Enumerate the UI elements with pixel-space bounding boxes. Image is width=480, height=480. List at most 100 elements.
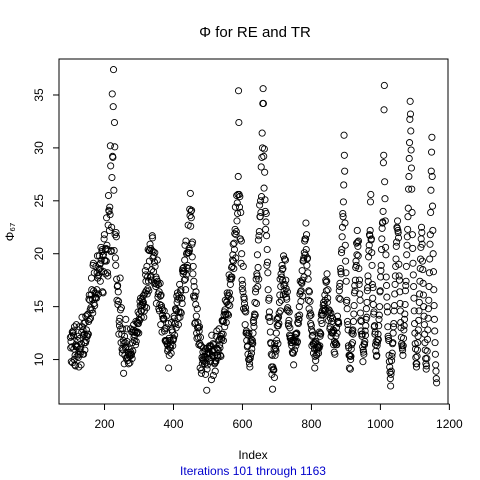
data-point (302, 219, 310, 227)
data-point (383, 293, 391, 301)
data-point (396, 299, 404, 308)
data-point (360, 350, 368, 358)
data-point (431, 327, 439, 335)
data-point (92, 290, 100, 298)
data-point (190, 277, 198, 285)
data-point (326, 314, 335, 322)
data-point (395, 276, 404, 284)
data-point (189, 270, 197, 278)
data-point (130, 336, 138, 345)
data-point (228, 273, 236, 281)
data-point (348, 339, 357, 347)
data-point (151, 262, 159, 270)
data-point (368, 261, 376, 269)
data-point (291, 346, 299, 354)
data-point (405, 185, 413, 193)
data-point (401, 287, 409, 295)
data-point (428, 133, 436, 141)
data-point (272, 329, 280, 337)
data-point (239, 288, 247, 296)
data-point (430, 286, 438, 294)
data-point (284, 307, 292, 315)
data-point (77, 344, 85, 352)
data-point (343, 305, 351, 313)
data-point (429, 250, 437, 258)
data-point (309, 331, 317, 339)
data-point (273, 336, 281, 345)
data-point (213, 327, 221, 335)
data-point (232, 254, 240, 262)
data-point (260, 152, 268, 160)
data-point (82, 336, 90, 345)
data-point (411, 320, 419, 328)
data-point (350, 302, 358, 310)
data-point (279, 264, 287, 273)
data-point (406, 110, 415, 118)
data-point (389, 323, 398, 331)
data-point (186, 212, 194, 220)
data-point (254, 263, 262, 272)
data-point (69, 327, 77, 335)
data-point (375, 311, 383, 319)
data-point (234, 209, 242, 218)
data-point (208, 331, 216, 339)
data-point (226, 280, 234, 288)
data-point (68, 343, 76, 351)
data-point (426, 255, 434, 263)
data-point (399, 334, 408, 342)
data-point (392, 242, 400, 250)
data-point (247, 349, 255, 357)
data-point (246, 360, 254, 368)
data-point (366, 198, 375, 206)
data-point (408, 231, 416, 239)
data-point (382, 251, 390, 259)
data-point (234, 172, 242, 181)
data-point (105, 207, 113, 215)
data-point (275, 320, 283, 328)
data-point (336, 295, 344, 303)
data-point (251, 311, 259, 319)
data-point (425, 296, 433, 304)
data-point (109, 103, 117, 111)
data-point (341, 219, 349, 227)
data-point (407, 164, 415, 172)
data-point (340, 151, 348, 159)
data-point (253, 251, 261, 259)
data-point (238, 250, 246, 258)
data-point (89, 309, 97, 317)
data-point (432, 375, 440, 383)
data-point (382, 243, 390, 251)
data-point (291, 338, 300, 346)
data-point (203, 365, 211, 373)
data-point (307, 311, 315, 319)
data-point (250, 318, 258, 327)
data-point (336, 282, 344, 291)
data-point (298, 279, 306, 287)
data-point (342, 277, 350, 285)
data-point (323, 298, 331, 306)
data-point (119, 325, 127, 333)
data-point (247, 335, 255, 343)
data-point (405, 139, 414, 147)
data-point (104, 221, 112, 229)
data-point (421, 346, 429, 354)
data-point (181, 275, 189, 283)
data-point (92, 294, 101, 302)
data-point (335, 287, 343, 295)
data-point (303, 254, 312, 262)
data-point (114, 288, 122, 296)
data-point (201, 370, 210, 378)
data-point (187, 214, 195, 222)
data-point (141, 303, 149, 311)
data-point (256, 201, 264, 209)
data-point (368, 280, 376, 288)
data-point (355, 276, 364, 284)
data-point (263, 232, 271, 240)
data-point (395, 272, 403, 280)
data-point (432, 367, 440, 375)
data-point (67, 338, 75, 346)
data-point (362, 305, 370, 313)
data-point (353, 239, 361, 247)
data-point (295, 315, 303, 323)
data-point (429, 268, 438, 276)
